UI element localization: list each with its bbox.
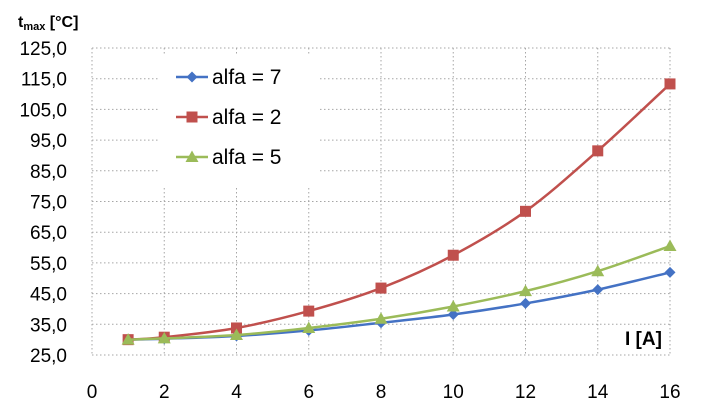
data-point (375, 282, 387, 294)
series-line (128, 244, 671, 341)
y-axis-ticks: 25,0 35,0 45,0 55,0 65,0 75,0 85,0 95,0 105,0 115… (19, 39, 67, 367)
legend: alfa = 7 alfa = 2 alfa = 5 (160, 56, 320, 186)
series-layer (121, 78, 677, 346)
data-point (447, 308, 459, 320)
legend-marker (186, 111, 198, 123)
data-point (303, 305, 315, 317)
x-tick-label: 8 (376, 382, 387, 403)
y-tick-label: 45,0 (30, 285, 67, 306)
data-point (519, 284, 532, 297)
data-point (447, 249, 459, 261)
data-point (591, 264, 605, 277)
y-tick-label: 65,0 (30, 223, 67, 244)
legend-marker (185, 150, 199, 162)
data-point (231, 322, 242, 334)
legend-entry: alfa = 5 (176, 146, 281, 169)
x-axis-title: I [A] (625, 329, 662, 350)
data-point (121, 333, 135, 345)
x-axis-ticks: 0 2 4 6 8 10 12 14 16 (87, 382, 681, 403)
legend-marker (186, 71, 198, 83)
y-tick-label: 125,0 (19, 39, 67, 60)
x-tick-label: 10 (443, 382, 464, 403)
legend-entry: alfa = 7 (176, 66, 281, 89)
data-point (664, 266, 676, 278)
data-point (664, 78, 676, 90)
data-point (592, 284, 604, 296)
legend-label: alfa = 2 (212, 106, 281, 129)
series-3 (121, 239, 677, 345)
y-tick-label: 35,0 (30, 315, 67, 336)
x-tick-label: 14 (587, 382, 609, 403)
x-tick-label: 16 (659, 382, 680, 403)
x-tick-label: 0 (87, 382, 98, 403)
data-point (663, 239, 677, 252)
data-point (592, 145, 604, 157)
y-tick-label: 105,0 (19, 100, 67, 121)
x-tick-label: 12 (515, 382, 536, 403)
y-tick-label: 55,0 (30, 254, 67, 275)
x-tick-label: 4 (231, 382, 242, 403)
series-line (128, 271, 671, 341)
data-point (230, 328, 243, 341)
legend-label: alfa = 5 (212, 146, 281, 169)
y-tick-label: 115,0 (21, 70, 67, 91)
data-point (446, 299, 460, 312)
data-point (157, 331, 171, 344)
x-tick-label: 2 (159, 382, 170, 403)
series-line (128, 83, 671, 341)
data-point (520, 297, 531, 309)
x-tick-label: 6 (303, 382, 314, 403)
y-tick-label: 75,0 (30, 193, 67, 214)
y-tick-label: 25,0 (30, 346, 67, 367)
data-point (520, 205, 531, 217)
y-axis-title: tmax [°C] (18, 14, 78, 33)
y-tick-label: 95,0 (30, 131, 67, 152)
legend-entry: alfa = 2 (176, 106, 281, 129)
data-point (374, 312, 388, 324)
y-tick-label: 85,0 (30, 162, 67, 183)
data-point (302, 321, 316, 333)
legend-label: alfa = 7 (212, 66, 281, 89)
